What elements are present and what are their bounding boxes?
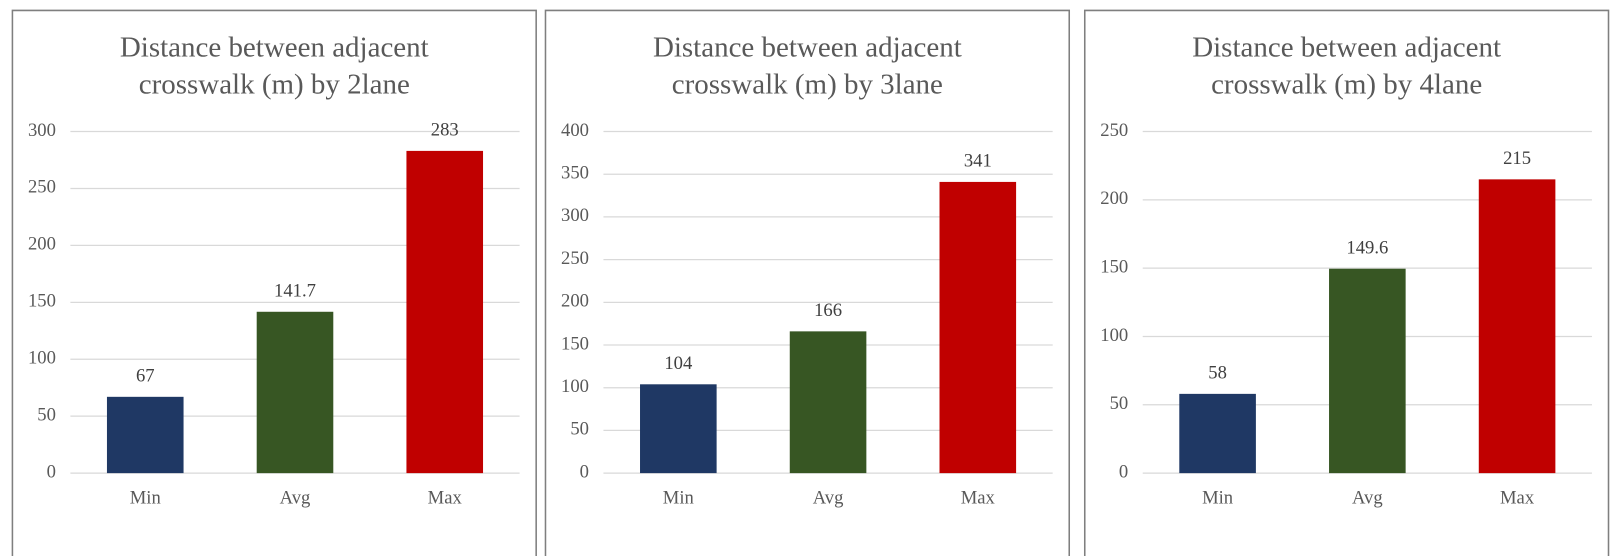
y-tick-label: 400 [561, 120, 589, 141]
bar [1478, 179, 1556, 474]
bar [939, 181, 1017, 474]
chart-title: Distance between adjacent [120, 31, 429, 63]
x-tick-label: Min [1202, 487, 1234, 508]
bar [789, 331, 867, 474]
x-tick-label: Avg [813, 487, 844, 508]
y-tick-label: 0 [1119, 461, 1128, 482]
chart-title: crosswalk (m) by 3lane [672, 69, 943, 101]
chart-title: crosswalk (m) by 2lane [139, 69, 410, 101]
y-tick-label: 200 [561, 291, 589, 312]
x-tick-label: Avg [280, 487, 311, 508]
y-tick-label: 300 [561, 205, 589, 226]
data-label: 58 [1208, 362, 1227, 383]
panel-border [544, 9, 1071, 556]
y-tick-label: 250 [28, 177, 56, 198]
y-tick-label: 250 [1100, 120, 1128, 141]
bar [1329, 268, 1406, 474]
data-label: 166 [814, 300, 842, 321]
bar [1179, 393, 1256, 474]
bar [406, 150, 484, 474]
bar [640, 384, 717, 474]
y-tick-label: 50 [37, 404, 56, 425]
y-tick-label: 50 [1110, 393, 1129, 414]
y-tick-label: 200 [1100, 188, 1128, 209]
data-label: 141.7 [274, 280, 316, 301]
y-tick-label: 300 [28, 120, 56, 141]
panel-border [1083, 9, 1610, 556]
bar [106, 396, 184, 474]
y-tick-label: 100 [1100, 325, 1128, 346]
chart-panel: Distance between adjacent crosswalk (m) b… [1083, 9, 1610, 556]
y-tick-label: 0 [47, 461, 56, 482]
x-tick-label: Max [428, 487, 463, 508]
x-tick-label: Min [663, 487, 695, 508]
chart-title: Distance between adjacent [1192, 31, 1501, 63]
chart-panel: Distance between adjacent crosswalk (m) b… [11, 9, 537, 556]
bar [256, 311, 334, 474]
y-tick-label: 50 [570, 419, 589, 440]
y-tick-label: 0 [580, 461, 589, 482]
x-tick-label: Min [130, 487, 162, 508]
data-label: 67 [136, 365, 155, 386]
y-tick-label: 100 [28, 348, 56, 369]
data-label: 104 [664, 353, 693, 374]
y-tick-label: 250 [561, 248, 589, 269]
data-label: 283 [431, 120, 459, 141]
chart-panel: Distance between adjacent crosswalk (m) b… [544, 9, 1071, 556]
panel-border [11, 9, 537, 556]
data-label: 341 [964, 151, 992, 172]
y-tick-label: 100 [561, 376, 589, 397]
chart-title: crosswalk (m) by 4lane [1211, 69, 1482, 101]
y-tick-label: 150 [1100, 256, 1128, 277]
x-tick-label: Max [1500, 487, 1535, 508]
y-tick-label: 200 [28, 234, 56, 255]
y-tick-label: 150 [28, 291, 56, 312]
chart-title: Distance between adjacent [653, 31, 962, 63]
y-tick-label: 150 [561, 333, 589, 354]
x-tick-label: Avg [1352, 487, 1383, 508]
y-tick-label: 350 [561, 163, 589, 184]
data-label: 215 [1503, 148, 1531, 169]
x-tick-label: Max [961, 487, 996, 508]
data-label: 149.6 [1346, 237, 1388, 258]
